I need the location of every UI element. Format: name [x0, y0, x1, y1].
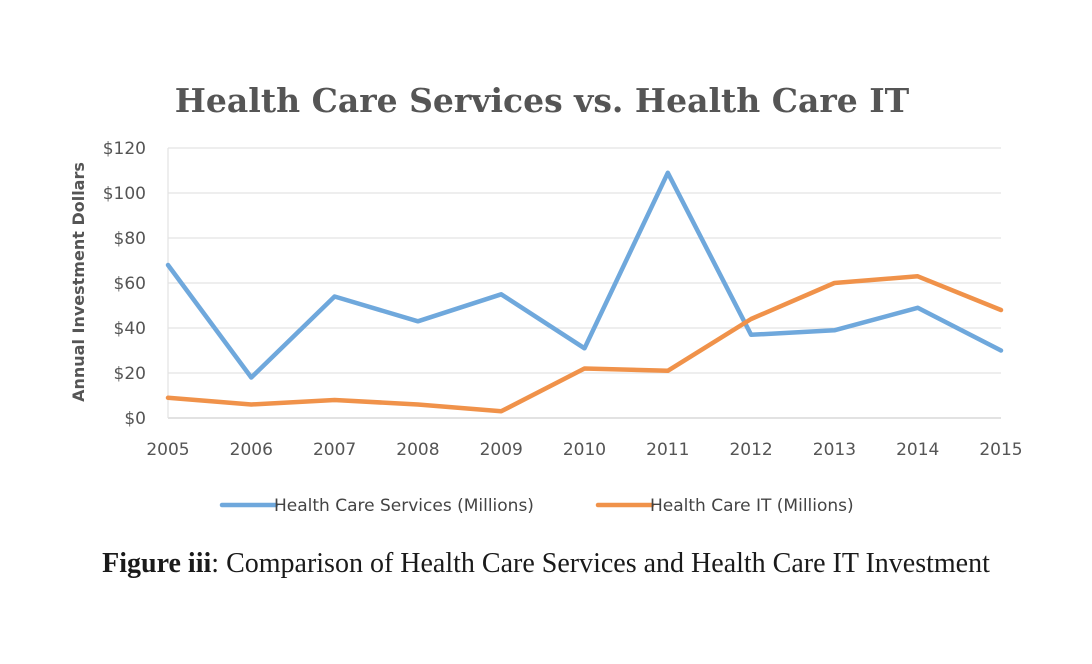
caption-separator: :	[211, 548, 220, 579]
x-tick-label: 2011	[646, 440, 689, 460]
y-tick-label: $40	[114, 319, 146, 339]
x-tick-label: 2015	[979, 440, 1022, 460]
y-tick-label: $60	[114, 274, 146, 294]
y-tick-label: $0	[124, 409, 146, 429]
y-axis-ticks: $0 $20 $40 $60 $80 $100 $120	[103, 139, 146, 429]
caption-text: Comparison of Health Care Services and H…	[219, 548, 990, 579]
y-tick-label: $80	[114, 229, 146, 249]
chart-title: Health Care Services vs. Health Care IT	[175, 81, 910, 120]
x-tick-label: 2012	[729, 440, 772, 460]
y-tick-label: $20	[114, 364, 146, 384]
x-tick-label: 2007	[313, 440, 356, 460]
x-tick-label: 2008	[396, 440, 439, 460]
legend: Health Care Services (Millions) Health Ca…	[219, 496, 854, 516]
caption-label: Figure iii	[102, 548, 212, 579]
x-axis-ticks: 2005 2006 2007 2008 2009 2010 2011 2012 2013 2014…	[146, 440, 1022, 460]
y-axis-label: Annual Investment Dollars	[69, 162, 88, 402]
series-line-1	[165, 170, 1004, 380]
x-tick-label: 2013	[813, 440, 856, 460]
y-tick-label: $100	[103, 184, 146, 204]
x-tick-label: 2005	[146, 440, 189, 460]
x-tick-label: 2014	[896, 440, 939, 460]
x-tick-label: 2009	[480, 440, 523, 460]
y-tick-label: $120	[103, 139, 146, 159]
figure-caption: Figure iii: Comparison of Health Care Se…	[0, 548, 1092, 580]
series-lines	[165, 170, 1004, 414]
legend-label-1: Health Care Services (Millions)	[274, 496, 534, 516]
x-tick-label: 2010	[563, 440, 606, 460]
x-tick-label: 2006	[230, 440, 273, 460]
series-line-2	[165, 274, 1004, 414]
gridlines	[167, 147, 1001, 419]
legend-label-2: Health Care IT (Millions)	[650, 496, 854, 516]
